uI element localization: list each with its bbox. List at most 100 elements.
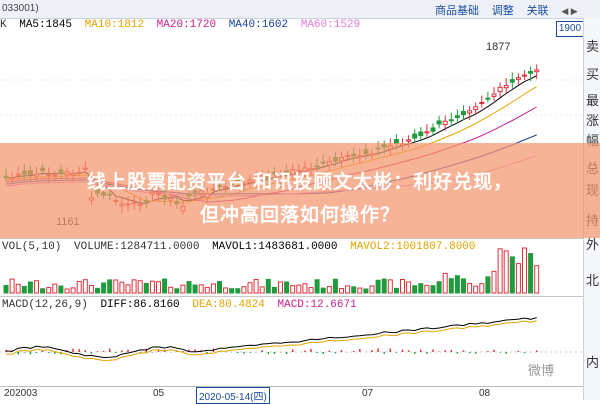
volume-bar [497,248,503,294]
volume-bar [442,272,448,294]
volume-bar [339,287,344,294]
volume-bar [418,283,424,294]
volume-bar [461,278,466,294]
macd-indicator-row: MACD(12,26,9) DIFF:86.8160 DEA:80.4824 M… [2,299,363,313]
volume-bar [15,283,21,294]
volume-bar [290,285,296,294]
volume-bar [369,285,375,294]
candle-body [448,119,454,122]
volume-bar [137,280,143,294]
volume-bar [198,284,204,294]
date-label: 08 [479,388,491,399]
volume-bar [387,279,393,294]
volume-bar [485,276,491,294]
volume-bar [259,286,265,294]
quote-label: 外 [586,237,600,252]
volume-bar [381,278,387,294]
volume-bar [76,280,82,294]
volume-bar [107,279,113,294]
mavol2-label: MAVOL2:1001807.8000 [350,241,476,253]
volume-bar [271,286,277,294]
volume-bar [174,288,180,294]
tab-adjust[interactable]: 调整 [491,5,514,17]
volume-bar [534,265,540,294]
date-label: 07 [362,388,374,399]
volume-bar [204,286,210,294]
candle-body [436,120,442,125]
ma60-label: MA60:1529 [300,19,361,31]
volume-bar [70,287,76,294]
ma10-label: MA10:1812 [84,19,145,31]
volume-bar [192,284,198,294]
volume-bar [436,281,442,294]
volume-bar [229,288,235,294]
volume-bar [515,263,521,294]
volume-bar [412,285,418,294]
tab-arrows[interactable]: ◀ ▶ [561,6,578,16]
candle-body [485,97,491,100]
volume-bar [320,287,326,294]
volume-bar [46,287,52,294]
volume-bar [186,281,192,294]
banner-title-line2: 但冲高回落如何操作？ [199,205,400,226]
quote-label: 涨 [586,113,600,128]
candle-body [442,120,448,126]
candle-body [467,110,473,114]
volume-bar [21,285,27,294]
volume-bar [509,256,515,294]
tab-basics[interactable]: 商品基础 [435,5,479,17]
period-label: K [0,19,7,31]
volume-bar [296,284,302,294]
volume-bar [235,288,241,294]
price-level-box: 1900 [556,21,584,37]
volume-bar [400,279,405,294]
volume-bar [345,285,351,294]
volume-bar [308,287,314,294]
volume-bar [479,283,485,294]
volume-bar [156,281,161,294]
volume-bar [88,284,94,294]
volume-bar [302,283,308,294]
volume-bar [406,281,412,294]
ma-indicator-row: K MA5:1845 MA10:1812 MA20:1720 MA40:1602… [0,19,560,37]
candle-body [424,131,430,134]
volume-bar [454,275,460,294]
date-axis: 202003 05 2020-05-14(四) 07 08 [0,386,583,404]
selected-date-label[interactable]: 2020-05-14(四) [196,387,270,404]
candle-body [503,85,509,89]
diff-label: DIFF:86.8160 [100,299,180,311]
volume-bar [125,284,131,294]
volume-bar [265,278,271,294]
volume-bar [131,279,137,294]
banner-title-line1: 线上股票配资平台 和讯投顾文太彬：利好兑现， [86,172,514,193]
volume-bar [503,250,509,294]
volume-bar [210,283,216,294]
quote-label: 卖 [586,39,600,54]
quote-label: 买 [586,67,600,82]
toolbar-tabs: 商品基础 调整 关联 ◀ ▶ [435,2,588,18]
volume-bar [491,270,497,294]
volume-bar [326,286,332,294]
candle-body [528,70,534,74]
volume-bar [363,288,369,294]
volume-bar [180,284,186,294]
quote-label: 北 [586,273,600,288]
volume-bar [351,286,357,294]
high-price-label: 1877 [486,41,510,53]
volume-bar [27,281,33,294]
volume-bar [40,288,46,294]
volume-bar [113,279,119,294]
tab-related[interactable]: 关联 [526,5,549,17]
volume-bar [217,281,222,294]
volume-bar [223,287,229,294]
volume-bar [119,281,125,294]
macd-params-label: MACD(12,26,9) [2,299,88,311]
top-toolbar: 033001) 商品基础 调整 关联 ◀ ▶ [0,0,600,19]
volume-bar [393,287,399,294]
candle-body [479,101,485,104]
volume-bar [101,282,107,294]
article-title-banner: 线上股票配资平台 和讯投顾文太彬：利好兑现， 但冲高回落如何操作？ [0,143,600,238]
volume-bar [52,283,58,294]
volume-bar [430,285,436,294]
